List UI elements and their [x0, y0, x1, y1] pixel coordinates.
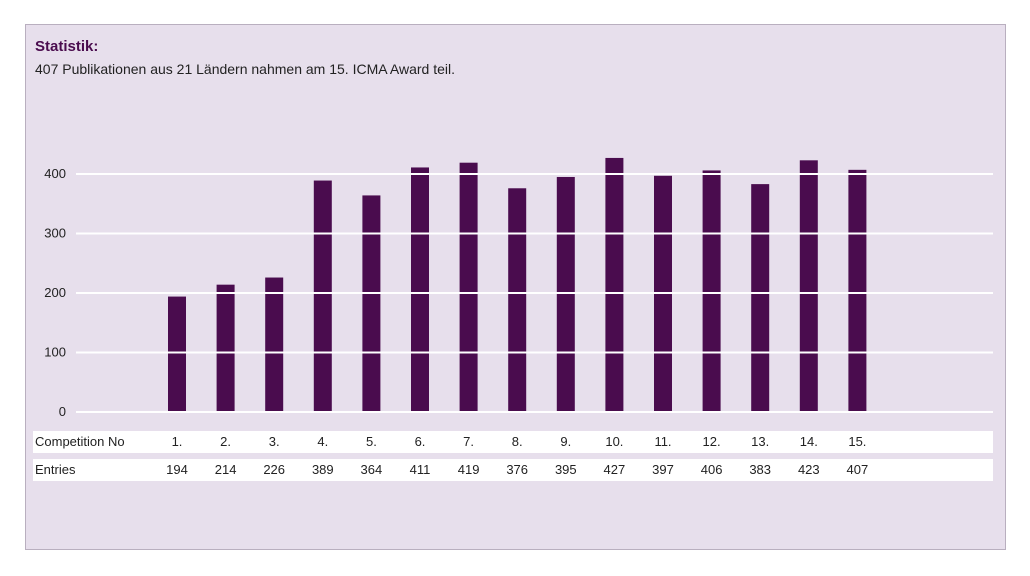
- entries-value: 226: [263, 462, 286, 477]
- competition-row-label: Competition No: [35, 434, 125, 449]
- y-tick-label: 200: [44, 285, 66, 300]
- entries-value: 364: [360, 462, 383, 477]
- bar-6: [411, 167, 429, 412]
- x-tick-label: 1.: [171, 434, 183, 449]
- x-tick-label: 12.: [702, 434, 721, 449]
- entries-value: 389: [311, 462, 334, 477]
- x-tick-label: 13.: [751, 434, 770, 449]
- bar-5: [362, 195, 381, 412]
- entries-value: 214: [214, 462, 237, 477]
- y-tick-label: 100: [44, 345, 66, 360]
- bar-8: [508, 188, 527, 412]
- entries-value: 407: [846, 462, 869, 477]
- x-tick-label: 7.: [463, 434, 475, 449]
- y-tick-label: 400: [44, 166, 66, 181]
- x-tick-label: 10.: [605, 434, 624, 449]
- x-tick-label: 2.: [220, 434, 232, 449]
- bar-15: [848, 169, 867, 412]
- x-tick-label: 6.: [414, 434, 426, 449]
- x-tick-label: 15.: [848, 434, 867, 449]
- x-tick-label: 11.: [654, 434, 672, 449]
- entries-value: 406: [700, 462, 723, 477]
- x-tick-label: 5.: [365, 434, 377, 449]
- bar-1: [168, 296, 186, 412]
- y-tick-label: 0: [59, 404, 66, 419]
- entries-value: 376: [506, 462, 529, 477]
- entries-row: Entries 194 214 226 389 364 411 419 376 395 427 39…: [33, 459, 993, 481]
- entries-value: 397: [652, 462, 674, 477]
- x-tick-label: 8.: [511, 434, 523, 449]
- y-tick-label: 300: [44, 226, 66, 241]
- entries-value: 423: [797, 462, 820, 477]
- entries-value: 194: [166, 462, 188, 477]
- x-tick-label: 4.: [317, 434, 329, 449]
- bar-9: [556, 176, 575, 412]
- bar-13: [751, 184, 770, 412]
- competition-row: Competition No 1. 2. 3. 4. 5. 6. 7. 8. 9. 10. 11. 1…: [33, 431, 993, 453]
- x-tick-label: 3.: [268, 434, 280, 449]
- entries-value: 427: [603, 462, 626, 477]
- entries-value: 383: [749, 462, 772, 477]
- x-tick-label: 9.: [560, 434, 572, 449]
- entries-value: 419: [457, 462, 480, 477]
- bar-14: [799, 160, 818, 412]
- bar-12: [702, 170, 721, 412]
- entries-row-label: Entries: [35, 462, 76, 477]
- x-tick-label: 14.: [799, 434, 818, 449]
- chart-subtitle: 407 Publikationen aus 21 Ländern nahmen …: [35, 61, 456, 77]
- bar-7: [459, 162, 478, 412]
- bar-4: [313, 180, 332, 412]
- entries-value: 411: [409, 462, 431, 477]
- chart-title: Statistik:: [35, 38, 99, 55]
- entries-value: 395: [554, 462, 577, 477]
- bar-2: [216, 284, 235, 412]
- bar-10: [605, 157, 624, 412]
- bar-3: [265, 277, 284, 412]
